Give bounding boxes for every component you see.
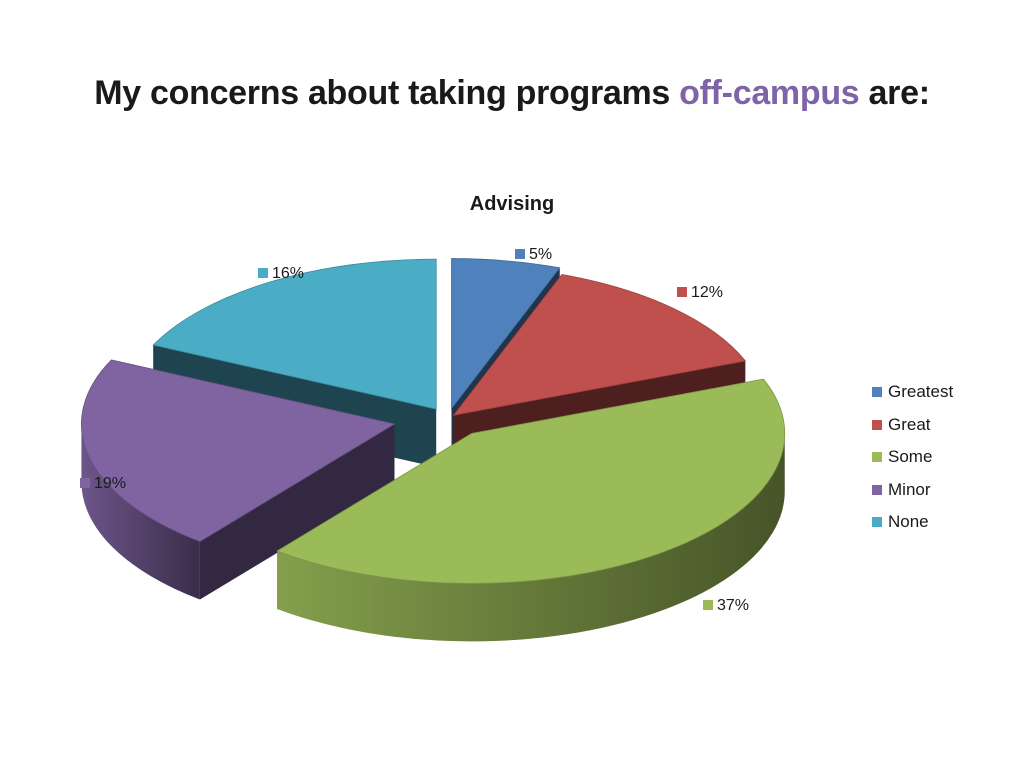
- data-label-text: 12%: [691, 284, 723, 301]
- slice-top-face: [452, 274, 747, 416]
- legend-item-greatest: Greatest: [872, 376, 953, 409]
- legend-label: None: [888, 512, 929, 532]
- data-label-greatest: 5%: [515, 246, 552, 263]
- legend-item-none: None: [872, 506, 953, 539]
- data-label-great: 12%: [677, 284, 723, 301]
- slide-title: My concerns about taking programs off-ca…: [0, 74, 1024, 113]
- legend-swatch: [872, 484, 882, 495]
- legend-swatch: [872, 452, 882, 463]
- data-label-swatch: [258, 268, 268, 278]
- pie-slice-some: [276, 378, 786, 642]
- data-label-some: 37%: [703, 597, 749, 614]
- legend-item-great: Great: [872, 409, 953, 442]
- legend-label: Some: [888, 447, 933, 467]
- slice-top-face: [152, 258, 437, 410]
- data-label-minor: 19%: [80, 475, 126, 492]
- legend-swatch: [872, 387, 882, 398]
- legend-label: Great: [888, 414, 931, 434]
- data-label-text: 16%: [272, 265, 304, 282]
- legend-item-some: Some: [872, 441, 953, 474]
- slice-outer-wall: [277, 433, 785, 642]
- legend-label: Greatest: [888, 382, 954, 402]
- legend-swatch: [872, 419, 882, 430]
- data-label-none: 16%: [258, 265, 304, 282]
- slice-outer-wall: [81, 423, 200, 600]
- data-label-swatch: [80, 478, 90, 488]
- data-label-text: 37%: [717, 597, 749, 614]
- data-label-swatch: [677, 287, 687, 297]
- data-label-text: 5%: [529, 246, 552, 263]
- slice-top-face: [451, 258, 561, 410]
- chart-legend: Greatest Great Some Minor None: [872, 376, 953, 539]
- slice-top-face: [81, 359, 396, 542]
- pie-slice-minor: [81, 359, 396, 600]
- chart-title: Advising: [469, 193, 555, 215]
- data-label-text: 19%: [94, 475, 126, 492]
- data-label-swatch: [703, 600, 713, 610]
- legend-label: Minor: [888, 479, 931, 499]
- slide-title-suffix: are:: [859, 74, 930, 112]
- slide-title-accent: off-campus: [679, 74, 860, 112]
- slide-title-prefix: My concerns about taking programs: [94, 74, 680, 112]
- legend-item-minor: Minor: [872, 474, 953, 507]
- slice-top-face: [276, 378, 786, 584]
- data-label-swatch: [515, 249, 525, 259]
- legend-swatch: [872, 517, 882, 528]
